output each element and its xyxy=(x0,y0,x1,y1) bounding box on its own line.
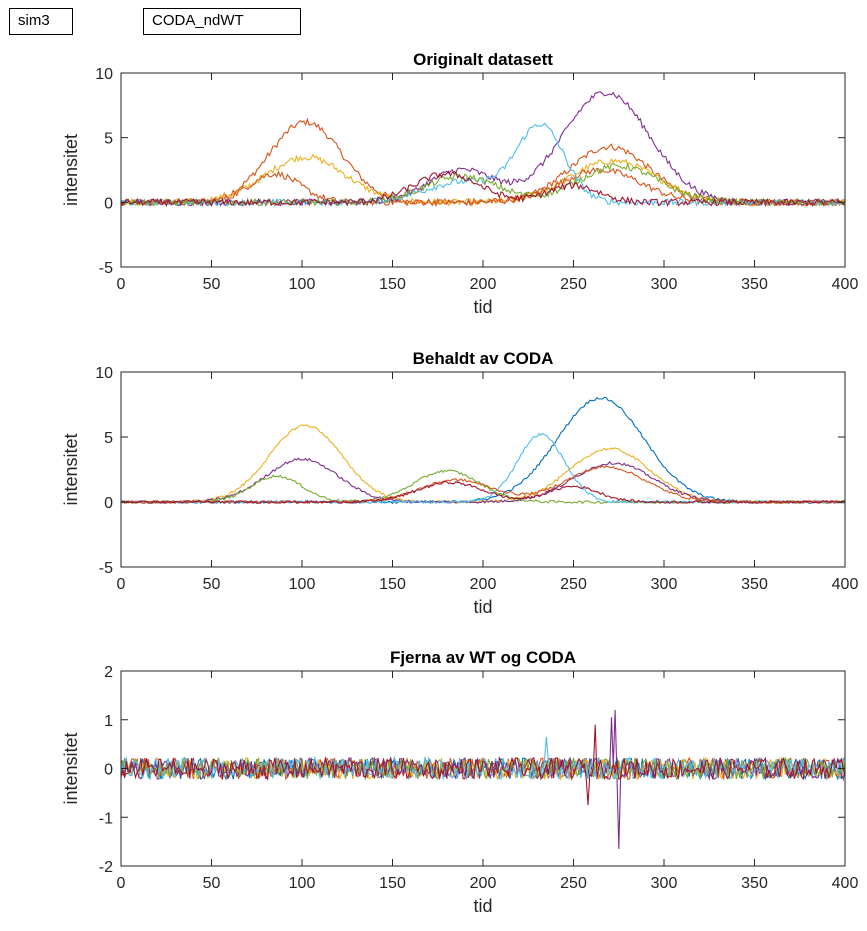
x-axis-label: tid xyxy=(473,896,492,916)
y-tick-label: 2 xyxy=(104,664,113,681)
y-tick-label: 0 xyxy=(104,195,113,212)
x-tick-label: 250 xyxy=(560,276,587,293)
y-tick-label: 5 xyxy=(104,430,113,447)
series-line-3 xyxy=(121,457,845,504)
series-group xyxy=(121,396,845,505)
x-tick-label: 50 xyxy=(203,875,221,892)
y-tick-label: 10 xyxy=(95,365,113,382)
x-tick-label: 300 xyxy=(651,276,678,293)
x-tick-label: 300 xyxy=(651,576,678,593)
x-tick-label: 100 xyxy=(289,576,316,593)
plot-area-frame xyxy=(120,371,846,568)
y-tick-label: -5 xyxy=(99,260,113,277)
x-tick-label: 400 xyxy=(832,875,859,892)
series-line-4 xyxy=(121,709,845,849)
x-tick-label: 0 xyxy=(117,276,126,293)
x-tick-label: 150 xyxy=(379,875,406,892)
series-line-7 xyxy=(121,170,845,207)
coda-ndwt-label-box: CODA_ndWT xyxy=(143,8,301,35)
y-tick-label: 5 xyxy=(104,131,113,148)
x-tick-label: 100 xyxy=(289,276,316,293)
x-tick-label: 100 xyxy=(289,875,316,892)
series-line-2 xyxy=(121,424,845,504)
y-axis-label: intensitet xyxy=(61,134,81,206)
x-tick-label: 250 xyxy=(560,576,587,593)
chart-panel-3: 0 50 100 150 200 250 300 350 400 -2 -1 0 1 2 Fjerna av… xyxy=(61,648,858,916)
series-group xyxy=(121,91,845,208)
y-tick-label: -1 xyxy=(99,810,113,827)
chart-title: Fjerna av WT og CODA xyxy=(390,648,576,667)
series-line-6 xyxy=(121,162,845,208)
x-tick-label: 0 xyxy=(117,875,126,892)
y-tick-label: 0 xyxy=(104,762,113,779)
x-tick-label: 350 xyxy=(741,576,768,593)
y-tick-label: -5 xyxy=(99,560,113,577)
x-tick-label: 400 xyxy=(832,576,859,593)
series-line-5 xyxy=(121,122,845,207)
y-tick-label: 1 xyxy=(104,713,113,730)
x-tick-label: 200 xyxy=(470,875,497,892)
plot-area-frame xyxy=(120,72,846,268)
x-axis-label: tid xyxy=(473,597,492,617)
y-axis-label: intensitet xyxy=(61,433,81,505)
chart-title: Originalt datasett xyxy=(413,50,553,69)
y-axis-label: intensitet xyxy=(61,732,81,804)
chart-panel-1: 0 50 100 150 200 250 300 350 400-50510Originalt … xyxy=(61,50,858,317)
x-axis-label: tid xyxy=(473,297,492,317)
y-tick-label: 0 xyxy=(104,495,113,512)
series-line-7 xyxy=(121,480,845,505)
x-tick-label: 250 xyxy=(560,875,587,892)
series-line-7 xyxy=(121,724,845,806)
x-tick-label: 200 xyxy=(470,276,497,293)
series-group xyxy=(121,709,845,849)
x-tick-label: 150 xyxy=(379,276,406,293)
x-tick-label: 50 xyxy=(203,276,221,293)
x-tick-label: 350 xyxy=(741,276,768,293)
x-tick-label: 400 xyxy=(832,276,859,293)
x-tick-label: 0 xyxy=(117,576,126,593)
sim3-label-box: sim3 xyxy=(9,8,73,35)
x-tick-label: 150 xyxy=(379,576,406,593)
series-line-6 xyxy=(121,736,845,781)
chart-title: Behaldt av CODA xyxy=(413,349,554,368)
x-tick-label: 50 xyxy=(203,576,221,593)
y-tick-label: 10 xyxy=(95,66,113,83)
x-tick-label: 350 xyxy=(741,875,768,892)
x-tick-label: 200 xyxy=(470,576,497,593)
y-tick-label: -2 xyxy=(99,859,113,876)
series-line-1 xyxy=(121,396,845,505)
series-line-1 xyxy=(121,117,845,207)
x-tick-label: 300 xyxy=(651,875,678,892)
